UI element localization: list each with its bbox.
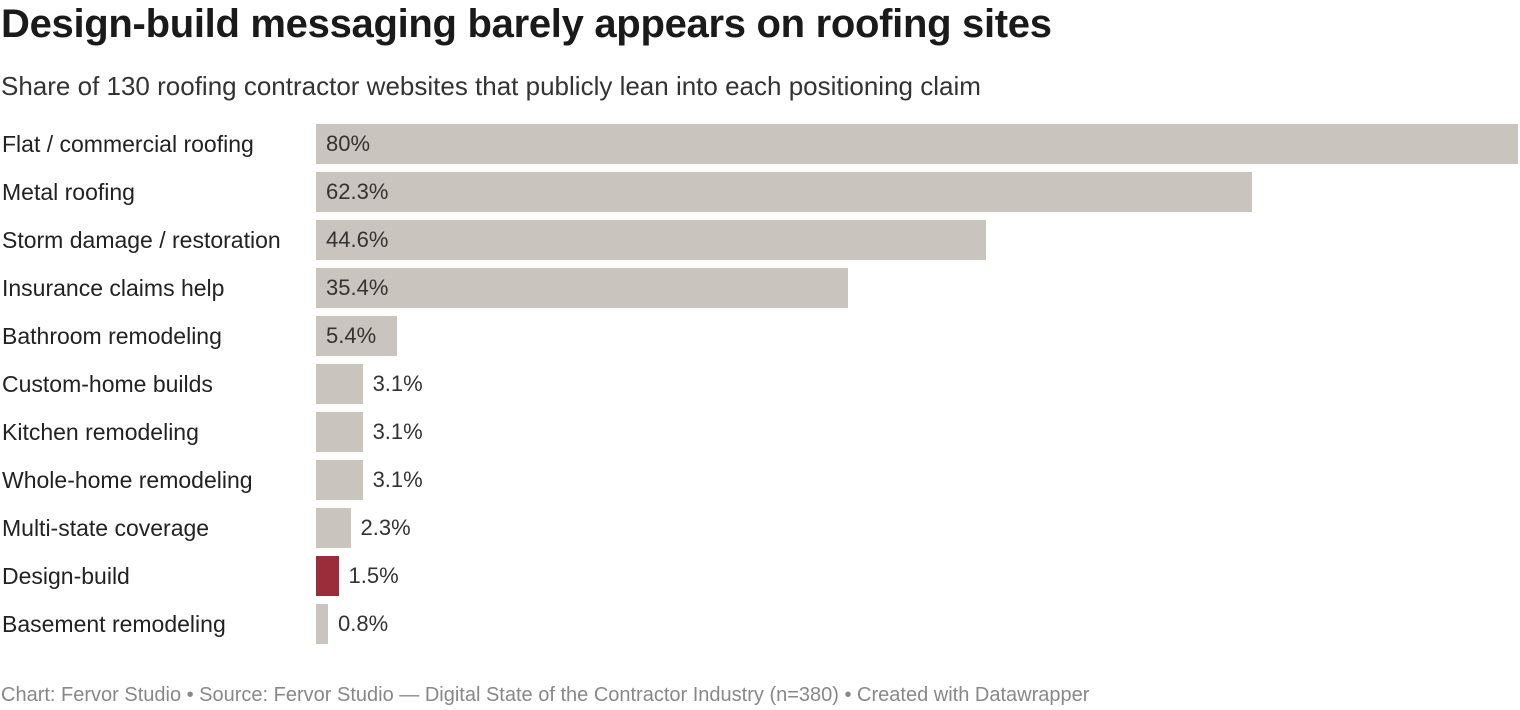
- bar-row: Metal roofing 62.3%: [0, 168, 1520, 216]
- category-label: Whole-home remodeling: [2, 467, 253, 493]
- value-label: 3.1%: [372, 419, 423, 444]
- bar: [316, 364, 363, 404]
- bar-chart: Flat / commercial roofing 80% Metal roofin…: [0, 120, 1520, 650]
- value-label: 1.5%: [348, 563, 399, 588]
- bar: [316, 172, 1253, 212]
- bar: [316, 508, 351, 548]
- bar-row: Storm damage / restoration 44.6%: [0, 216, 1520, 264]
- category-label: Bathroom remodeling: [2, 323, 222, 349]
- category-label: Storm damage / restoration: [2, 227, 281, 253]
- category-label: Custom-home builds: [2, 371, 213, 397]
- category-label: Insurance claims help: [2, 275, 225, 301]
- chart-subtitle: Share of 130 roofing contractor websites…: [1, 71, 981, 101]
- bar-row: Flat / commercial roofing 80%: [0, 120, 1520, 168]
- bar: [316, 220, 987, 260]
- bar-row: Insurance claims help 35.4%: [0, 264, 1520, 312]
- bar-row: Design-build 1.5%: [0, 552, 1520, 600]
- value-label: 35.4%: [326, 275, 389, 300]
- value-label: 5.4%: [326, 323, 377, 348]
- value-label: 80%: [326, 131, 371, 156]
- category-label: Flat / commercial roofing: [2, 131, 254, 157]
- category-label: Multi-state coverage: [2, 515, 210, 541]
- bar: [316, 412, 363, 452]
- bar-row: Kitchen remodeling 3.1%: [0, 408, 1520, 456]
- chart-title: Design-build messaging barely appears on…: [1, 2, 1052, 46]
- bar: [316, 268, 848, 308]
- bar-row: Multi-state coverage 2.3%: [0, 504, 1520, 552]
- category-label: Kitchen remodeling: [2, 419, 199, 445]
- chart-footer: Chart: Fervor Studio • Source: Fervor St…: [1, 684, 1090, 706]
- bar: [316, 604, 329, 644]
- bar-row: Basement remodeling 0.8%: [0, 600, 1520, 648]
- value-label: 0.8%: [338, 611, 389, 636]
- bar-row: Bathroom remodeling 5.4%: [0, 312, 1520, 360]
- bar-row: Whole-home remodeling 3.1%: [0, 456, 1520, 504]
- value-label: 3.1%: [372, 371, 423, 396]
- category-label: Basement remodeling: [2, 611, 226, 637]
- bar: [316, 316, 398, 356]
- bar-row: Custom-home builds 3.1%: [0, 360, 1520, 408]
- bar-highlight: [316, 556, 339, 596]
- value-label: 44.6%: [326, 227, 389, 252]
- category-label: Metal roofing: [2, 179, 135, 205]
- value-label: 62.3%: [326, 179, 389, 204]
- value-label: 3.1%: [372, 467, 423, 492]
- bar: [316, 460, 363, 500]
- bar: [316, 124, 1518, 164]
- category-label: Design-build: [2, 563, 130, 589]
- value-label: 2.3%: [360, 515, 411, 540]
